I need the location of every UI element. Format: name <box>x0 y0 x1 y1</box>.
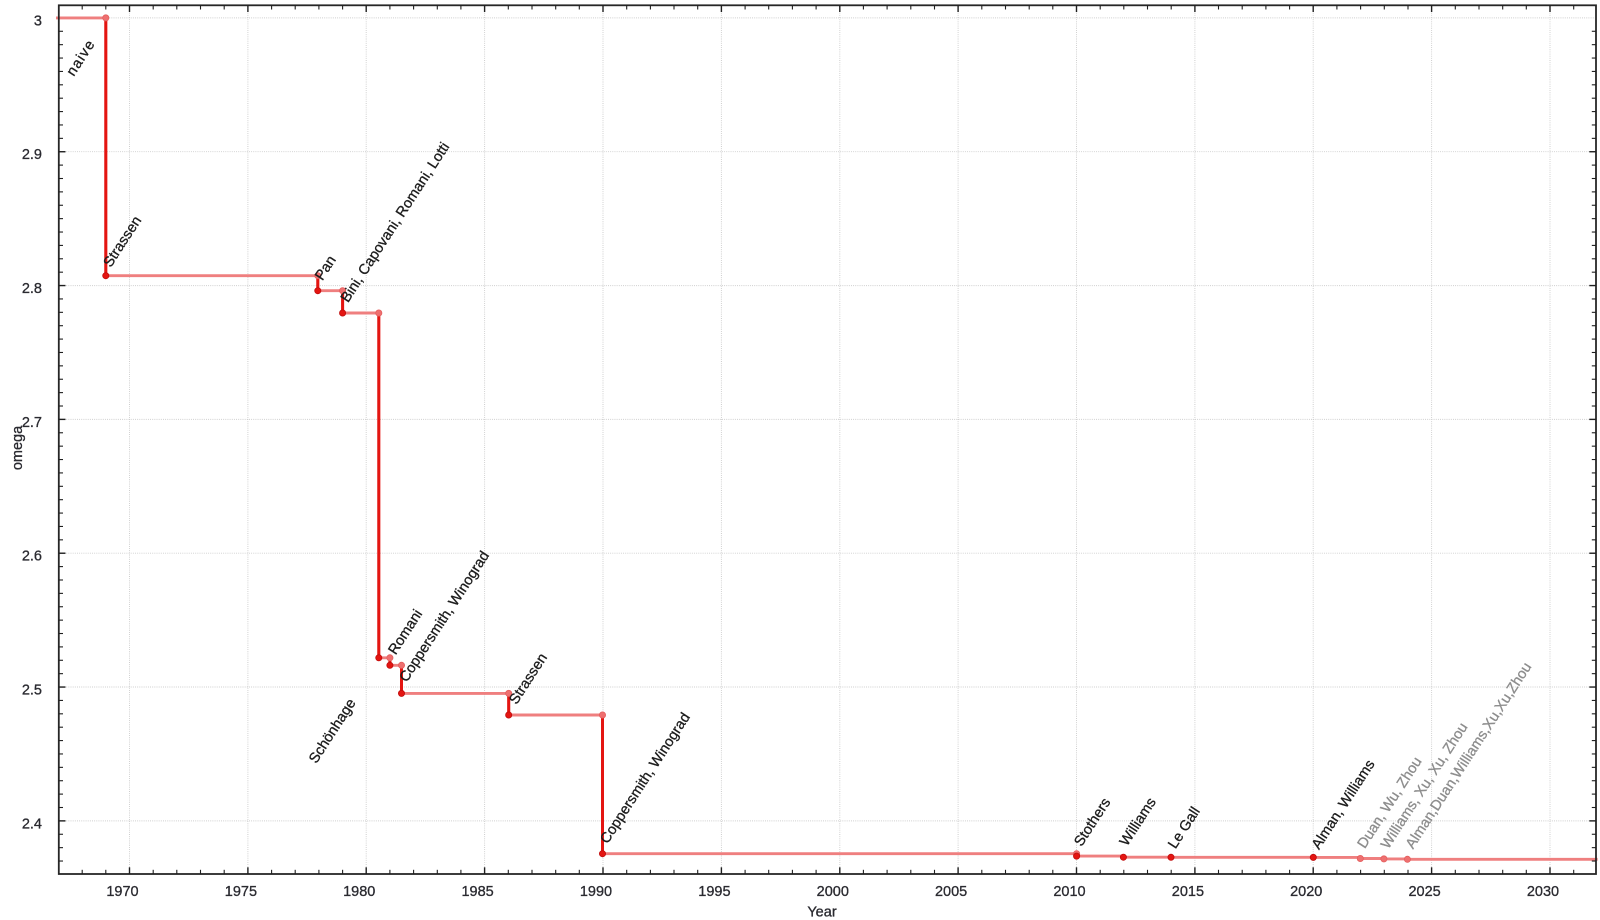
svg-text:2.5: 2.5 <box>22 682 42 698</box>
svg-text:1970: 1970 <box>106 884 138 900</box>
svg-text:2030: 2030 <box>1527 884 1559 900</box>
svg-text:2.4: 2.4 <box>22 816 42 832</box>
svg-text:1985: 1985 <box>461 884 493 900</box>
svg-text:2005: 2005 <box>935 884 967 900</box>
svg-text:3: 3 <box>34 13 42 29</box>
svg-text:Year: Year <box>807 905 836 920</box>
svg-text:2.7: 2.7 <box>22 415 42 431</box>
svg-text:2000: 2000 <box>817 884 849 900</box>
svg-text:2.8: 2.8 <box>22 281 42 297</box>
svg-text:2020: 2020 <box>1290 884 1322 900</box>
svg-text:omega: omega <box>10 425 26 470</box>
svg-text:2.6: 2.6 <box>22 549 42 565</box>
svg-text:2010: 2010 <box>1053 884 1085 900</box>
svg-text:2.9: 2.9 <box>22 147 42 163</box>
svg-text:2025: 2025 <box>1408 884 1440 900</box>
svg-text:1990: 1990 <box>580 884 612 900</box>
svg-text:2015: 2015 <box>1172 884 1204 900</box>
svg-text:1980: 1980 <box>343 884 375 900</box>
svg-text:1995: 1995 <box>698 884 730 900</box>
svg-text:1975: 1975 <box>225 884 257 900</box>
